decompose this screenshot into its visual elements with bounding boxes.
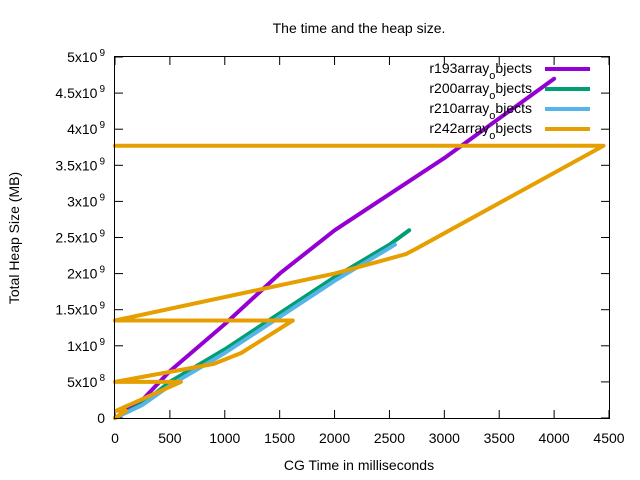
y-tick-exponent: 8 <box>99 373 105 384</box>
y-tick-exponent: 9 <box>99 301 105 312</box>
y-tick-label: 2.5x10 9 <box>55 229 105 246</box>
x-tick-label: 3500 <box>484 430 515 446</box>
x-tick-label: 4500 <box>593 430 624 446</box>
y-tick-exponent: 9 <box>99 265 105 276</box>
y-tick-label: 3.5x10 9 <box>55 156 105 173</box>
y-tick-label: 5x10 8 <box>67 373 105 390</box>
legend-label: r210arrayobjects <box>429 100 532 122</box>
y-tick-mantissa: 3.5x10 <box>55 157 97 173</box>
y-tick-mantissa: 1x10 <box>67 338 98 354</box>
y-tick-label: 5x10 9 <box>67 48 105 65</box>
y-tick-mantissa: 5x10 <box>67 49 98 65</box>
plot-frame <box>114 56 610 419</box>
x-tick-label: 4000 <box>539 430 570 446</box>
y-tick-mantissa: 4.5x10 <box>55 85 97 101</box>
series-layer <box>113 76 606 420</box>
x-axis-label: CG Time in milliseconds <box>284 457 434 473</box>
x-tick-label: 500 <box>158 430 182 446</box>
legend-label: r193arrayobjects <box>429 60 532 82</box>
legend-label-sub: o <box>489 130 495 142</box>
x-tick-label: 1000 <box>209 430 240 446</box>
y-tick-label: 3x10 9 <box>67 192 105 209</box>
series-line-r193array <box>113 76 557 420</box>
y-tick-mantissa: 3x10 <box>67 193 98 209</box>
legend-label-main: r200array <box>429 80 489 96</box>
y-tick-label: 1x10 9 <box>67 337 105 354</box>
y-tick-exponent: 9 <box>99 84 105 95</box>
legend-label-main: r193array <box>429 60 489 76</box>
y-tick-label: 0 <box>97 410 105 426</box>
series-line-r242array <box>113 143 606 420</box>
x-tick-label: 2000 <box>319 430 350 446</box>
legend-label-sub: o <box>489 110 495 122</box>
legend-label-main: r210array <box>429 100 489 116</box>
y-tick-mantissa: 5x10 <box>67 374 98 390</box>
legend-label-rest: bjects <box>495 100 532 116</box>
y-tick-label: 1.5x10 9 <box>55 301 105 318</box>
legend: r193arrayobjectsr200arrayobjectsr210arra… <box>429 60 590 142</box>
y-tick-exponent: 9 <box>99 337 105 348</box>
x-tick-label: 1500 <box>264 430 295 446</box>
legend-label: r200arrayobjects <box>429 80 532 102</box>
y-tick-exponent: 9 <box>99 192 105 203</box>
y-tick-label: 4x10 9 <box>67 120 105 137</box>
legend-label-sub: o <box>489 90 495 102</box>
y-tick-exponent: 9 <box>99 48 105 59</box>
y-tick-mantissa: 1.5x10 <box>55 302 97 318</box>
x-axis-ticks: 0 500 1000 1500 2000 2500 3000 3500 4000 4500 <box>111 57 625 446</box>
y-tick-label: 4.5x10 9 <box>55 84 105 101</box>
x-tick-label: 3000 <box>429 430 460 446</box>
legend-label-rest: bjects <box>495 120 532 136</box>
y-tick-exponent: 9 <box>99 229 105 240</box>
y-tick-exponent: 9 <box>99 120 105 131</box>
y-tick-exponent: 9 <box>99 156 105 167</box>
y-tick-mantissa: 0 <box>97 410 105 426</box>
series-line-r210array <box>113 242 397 420</box>
legend-label-sub: o <box>489 70 495 82</box>
chart-title: The time and the heap size. <box>273 20 446 36</box>
y-axis-label: Total Heap Size (MB) <box>6 172 22 304</box>
y-tick-mantissa: 2x10 <box>67 266 98 282</box>
y-tick-mantissa: 4x10 <box>67 121 98 137</box>
legend-label-rest: bjects <box>495 80 532 96</box>
legend-label: r242arrayobjects <box>429 120 532 142</box>
legend-label-main: r242array <box>429 120 489 136</box>
x-tick-label: 2500 <box>374 430 405 446</box>
x-tick-label: 0 <box>111 430 119 446</box>
y-tick-label: 2x10 9 <box>67 265 105 282</box>
legend-label-rest: bjects <box>495 60 532 76</box>
y-tick-mantissa: 2.5x10 <box>55 230 97 246</box>
